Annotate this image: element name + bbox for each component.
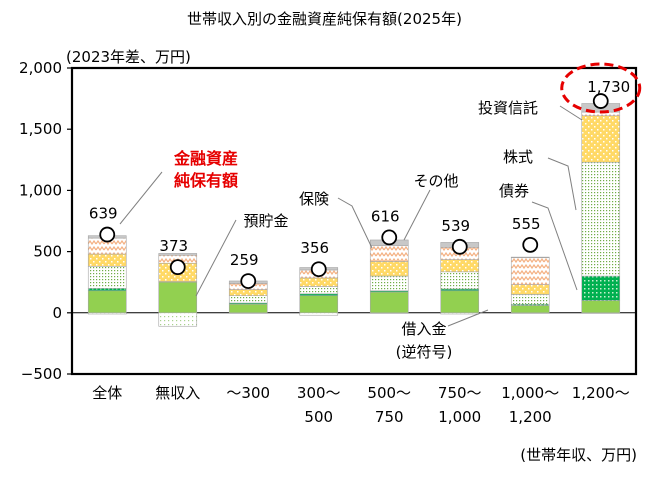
annotation-loans: (逆符号) <box>396 343 453 361</box>
net-value-label: 1,730 <box>587 78 630 96</box>
net-value-marker <box>592 93 609 109</box>
net-value-label: 539 <box>441 217 470 235</box>
annotation-net-assets: 金融資産 <box>173 149 238 168</box>
bar-segment-loans <box>158 312 198 327</box>
bar-segment-trusts <box>369 261 409 277</box>
y-tick-label: 500 <box>33 243 62 261</box>
x-tick-label: 全体 <box>92 384 122 402</box>
x-tick-label: 500〜 <box>367 384 411 402</box>
leader-bonds <box>531 201 578 291</box>
annotation-net-assets: 純保有額 <box>174 171 238 190</box>
plot-frame <box>70 66 638 376</box>
bar-segment-loans <box>510 312 550 314</box>
bar-segment-loans <box>369 312 409 314</box>
bar-segment-other <box>510 256 550 259</box>
net-value-marker <box>99 226 116 243</box>
net-value-label: 616 <box>371 207 400 225</box>
leader-insurance <box>337 197 373 249</box>
y-axis-unit-label: (2023年差、万円) <box>66 48 191 66</box>
net-value-marker <box>522 236 539 253</box>
bar-segment-stocks <box>369 275 409 292</box>
annotation-insurance: 保険 <box>299 190 329 208</box>
x-tick-label: 1,200〜 <box>572 384 630 402</box>
bar-segment-stocks <box>581 161 621 277</box>
x-tick-label: 〜300 <box>226 384 270 402</box>
net-value-label: 356 <box>300 239 329 257</box>
bar-segment-deposits <box>440 290 480 314</box>
bar-segment-loans <box>87 312 127 315</box>
net-value-marker <box>310 261 327 278</box>
leader-stocks <box>547 157 577 211</box>
bar-segment-loans <box>581 312 621 314</box>
annotation-other: その他 <box>413 172 458 190</box>
leader-loans <box>447 309 489 327</box>
bar-segment-insurance <box>369 245 409 262</box>
annotation-stocks: 株式 <box>503 148 533 166</box>
net-value-marker <box>381 229 398 246</box>
bar-segment-loans <box>440 312 480 315</box>
bar-segment-trusts <box>228 289 268 296</box>
leader-trusts <box>559 105 583 121</box>
bar-segment-trusts <box>440 259 480 273</box>
x-tick-label: 1,000 <box>438 408 481 426</box>
annotation-loans: 借入金 <box>401 320 446 338</box>
bar-segment-loans <box>228 312 268 314</box>
leader-deposits <box>195 219 237 297</box>
bar-segment-deposits <box>228 303 268 314</box>
bar-segment-stocks <box>440 271 480 290</box>
x-axis-unit-label: (世帯年収、万円) <box>520 446 637 464</box>
x-tick-label: 750 <box>375 408 404 426</box>
bar-segment-deposits <box>369 291 409 314</box>
y-tick-label: 0 <box>52 304 62 322</box>
x-tick-label: 300〜 <box>297 384 341 402</box>
bar-segment-loans <box>299 312 339 316</box>
bar-segment-deposits <box>299 295 339 314</box>
bar-segment-deposits <box>87 290 127 314</box>
annotation-trusts: 投資信託 <box>478 99 538 117</box>
net-value-marker <box>240 273 257 289</box>
bar-segment-trusts <box>299 277 339 287</box>
net-value-label: 555 <box>512 215 541 233</box>
x-tick-label: 750〜 <box>438 384 482 402</box>
x-tick-label: 500 <box>304 408 333 426</box>
bar-segment-deposits <box>158 281 198 314</box>
bar-segment-stocks <box>87 265 127 289</box>
bar-segment-trusts <box>510 284 550 295</box>
leader-other <box>403 189 431 241</box>
bar-segment-insurance <box>510 257 550 285</box>
bar-segment-stocks <box>228 295 268 304</box>
bar-segment-deposits <box>581 300 621 314</box>
y-tick-label: 1,000 <box>19 181 62 199</box>
leader-net <box>119 171 163 225</box>
net-value-marker <box>169 259 186 276</box>
bar-segment-bonds <box>581 275 621 301</box>
bar-segment-stocks <box>510 294 550 305</box>
bar-segment-trusts <box>87 253 127 267</box>
y-tick-label: 2,000 <box>19 59 62 77</box>
net-value-label: 373 <box>159 237 188 255</box>
net-value-marker <box>451 238 468 255</box>
y-tick-label: −500 <box>21 365 62 383</box>
net-value-label: 259 <box>230 251 259 269</box>
annotation-deposits: 預貯金 <box>243 212 288 230</box>
bar-segment-bonds <box>87 288 127 292</box>
x-tick-label: 1,200 <box>509 408 552 426</box>
bar-segment-stocks <box>299 286 339 295</box>
y-tick-label: 1,500 <box>19 120 62 138</box>
x-tick-label: 無収入 <box>155 384 200 402</box>
bar-segment-trusts <box>581 115 621 163</box>
highlight-ellipse <box>560 62 642 114</box>
net-value-label: 639 <box>89 205 118 223</box>
annotation-bonds: 債券 <box>499 182 529 200</box>
bar-segment-deposits <box>510 305 550 314</box>
x-tick-label: 1,000〜 <box>501 384 559 402</box>
chart-title: 世帯収入別の金融資産純保有額(2025年) <box>187 10 462 28</box>
bar-segment-other <box>158 253 198 256</box>
